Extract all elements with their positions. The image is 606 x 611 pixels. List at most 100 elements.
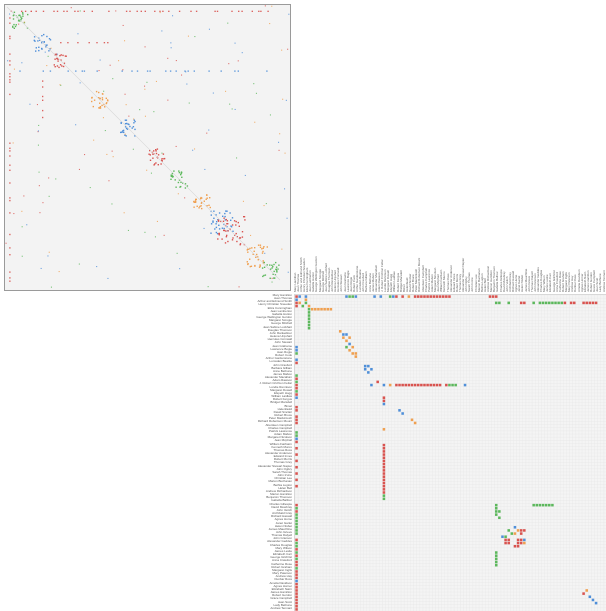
row-label[interactable]: George Gilchrist (270, 555, 292, 560)
row-label[interactable]: Charles Gillespie (269, 501, 292, 506)
row-label[interactable]: Bimel (284, 403, 292, 408)
row-label[interactable]: Christian Lee (274, 476, 292, 481)
row-label[interactable]: Richard Robertson Mount (257, 419, 292, 424)
row-label[interactable]: Richard Hassall (270, 514, 292, 519)
row-label[interactable]: John Stewart (274, 340, 292, 345)
row-label[interactable]: Margaret Dowell (270, 387, 292, 392)
row-label[interactable]: Robert Cook (275, 353, 292, 358)
row-label[interactable]: Alexander Stewart Napier (257, 463, 292, 468)
row-label[interactable]: George Mitchell (270, 321, 292, 326)
row-label[interactable]: Robert Bruce (274, 413, 292, 418)
detail-matrix[interactable] (294, 294, 606, 611)
row-label[interactable]: Arthur Gardenstone (265, 356, 292, 361)
row-label[interactable]: David Sinclair (273, 409, 292, 414)
row-label[interactable]: John Craufurd (272, 362, 292, 367)
row-label[interactable]: Robert Morris (273, 457, 292, 462)
row-label[interactable]: Jean Rogie (276, 349, 292, 354)
row-label[interactable]: Andrew Hay (275, 574, 292, 579)
row-label[interactable]: William Fairbairn (269, 441, 292, 446)
row-label[interactable]: Archibald Gray (272, 511, 292, 516)
row-label[interactable]: Hercules Cornwall (267, 337, 292, 342)
row-label[interactable]: Jean Lamberton (270, 308, 292, 313)
row-label[interactable]: Bethia Lugton (273, 482, 292, 487)
row-label[interactable]: Jean Scott (277, 599, 292, 604)
row-label[interactable]: James Hamilton (270, 590, 292, 595)
row-label[interactable]: Thomas Grey (273, 460, 292, 465)
row-label[interactable]: Helen Bell (278, 485, 292, 490)
row-label[interactable]: William Laidlaw (271, 394, 292, 399)
row-label[interactable]: Benjamin Thomson (266, 495, 292, 500)
row-label[interactable]: Elspeth Hogg (273, 390, 292, 395)
row-label[interactable]: Kenneth Munro (271, 444, 292, 449)
row-label[interactable]: James Mauchline (268, 526, 292, 531)
row-label[interactable]: Robert Fergus (272, 397, 292, 402)
row-label[interactable]: Marion Buchanan (268, 479, 292, 484)
row-label[interactable]: Arthur and Edmund Smith (257, 299, 292, 304)
row-label[interactable]: Andrew Tennant (270, 605, 292, 610)
row-label[interactable]: Jean Thomas (273, 296, 292, 301)
row-label[interactable]: Anne Bethune (272, 368, 292, 373)
row-label[interactable]: Andrew Richardson (265, 488, 292, 493)
row-label[interactable]: Charles Douglas (269, 542, 292, 547)
row-label[interactable]: Lawrence Bogle (270, 346, 292, 351)
row-label[interactable]: Thomas Ross (273, 447, 292, 452)
row-label[interactable]: Helenfauld (277, 406, 292, 411)
row-label[interactable]: Amelia Davidson (269, 580, 292, 585)
row-label[interactable]: George Wellington Gordon (256, 315, 292, 320)
row-label[interactable]: Grace Campbell (270, 596, 292, 601)
row-label[interactable]: Helen Nisbet (274, 523, 292, 528)
row-label[interactable]: Agnes Horner (273, 583, 292, 588)
row-label[interactable]: Jean Grahame (272, 343, 292, 348)
row-label[interactable]: Thomas Dalyell (271, 533, 292, 538)
row-label[interactable]: Anna Crawford (271, 558, 292, 563)
row-label[interactable]: Lundie Rennison (269, 384, 292, 389)
row-label[interactable]: Margaret Inglis (272, 567, 292, 572)
row-label[interactable]: Lumsden Beattie (269, 359, 292, 364)
row-label[interactable]: David Mowbray (271, 504, 292, 509)
row-label[interactable]: Isabella Hutton (271, 311, 292, 316)
row-label[interactable]: Sarah Thomas (272, 469, 292, 474)
row-label[interactable]: John Veitch (276, 507, 292, 512)
overview-matrix[interactable] (4, 4, 291, 291)
row-label[interactable]: Marion Hamilton (270, 492, 292, 497)
row-label[interactable]: Catherine Rose (271, 561, 292, 566)
row-label[interactable]: Jean Sabine Lockhart (262, 324, 292, 329)
row-label[interactable]: John Irvine (277, 473, 292, 478)
row-label[interactable]: Lady Bethune (273, 602, 292, 607)
row-label[interactable]: Janet Garlet (275, 520, 292, 525)
row-label[interactable]: Alexander Macallum (264, 375, 292, 380)
row-label[interactable]: Jean Mcphail (274, 438, 292, 443)
row-label[interactable]: J. Robert Crichton Fetlar (259, 381, 292, 386)
row-label[interactable]: Margaret Nicolson (267, 435, 292, 440)
row-label[interactable]: Elizabeth Carr (272, 552, 292, 557)
row-label[interactable]: Charles Campbell (268, 425, 292, 430)
row-label[interactable]: Eliza Cunningham (267, 305, 292, 310)
row-label[interactable]: John Ogilvy (276, 466, 292, 471)
row-label[interactable]: James Mabon (273, 372, 292, 376)
row-label[interactable]: Douglas Thomson (267, 327, 292, 332)
row-label[interactable]: Dunbar Ross (274, 577, 292, 582)
row-label[interactable]: John Grieve (275, 530, 292, 534)
row-label[interactable]: Margaret Scrogie (268, 318, 292, 323)
row-label[interactable]: Barbara Gilliam (271, 365, 292, 370)
row-label[interactable]: Elizabeth Nairn (271, 586, 292, 591)
row-label[interactable]: Agnes Hume (274, 517, 292, 522)
row-label[interactable]: Mary Wilson (275, 545, 292, 550)
row-label[interactable]: Robert Gordon (272, 593, 292, 598)
row-label[interactable]: Alexander Geddes (267, 539, 292, 544)
row-label[interactable]: Robert Graham (271, 564, 292, 569)
row-label[interactable]: John Grierson (273, 536, 292, 541)
row-label[interactable]: James Leslie (274, 548, 292, 553)
row-label[interactable]: Edward Innes (273, 454, 292, 459)
row-label[interactable]: Henry Christian Sneeden (258, 302, 292, 307)
row-label[interactable]: Aberdeen Campbell (265, 422, 292, 427)
row-label[interactable]: Helena Urquhart (269, 334, 292, 339)
row-label[interactable]: Peter Mackintosh (268, 416, 292, 421)
row-label[interactable]: Bridget Marsdell (270, 400, 292, 405)
row-label[interactable]: John Rankeillour (269, 330, 292, 335)
row-label[interactable]: Mary Paterson (272, 571, 292, 576)
row-label[interactable]: Adam Mabon (274, 432, 292, 437)
row-label[interactable]: Alexander Anderson (264, 451, 292, 455)
row-label[interactable]: Adam Rawson (272, 378, 292, 383)
row-label[interactable]: Patrick Lawrence (268, 428, 292, 433)
